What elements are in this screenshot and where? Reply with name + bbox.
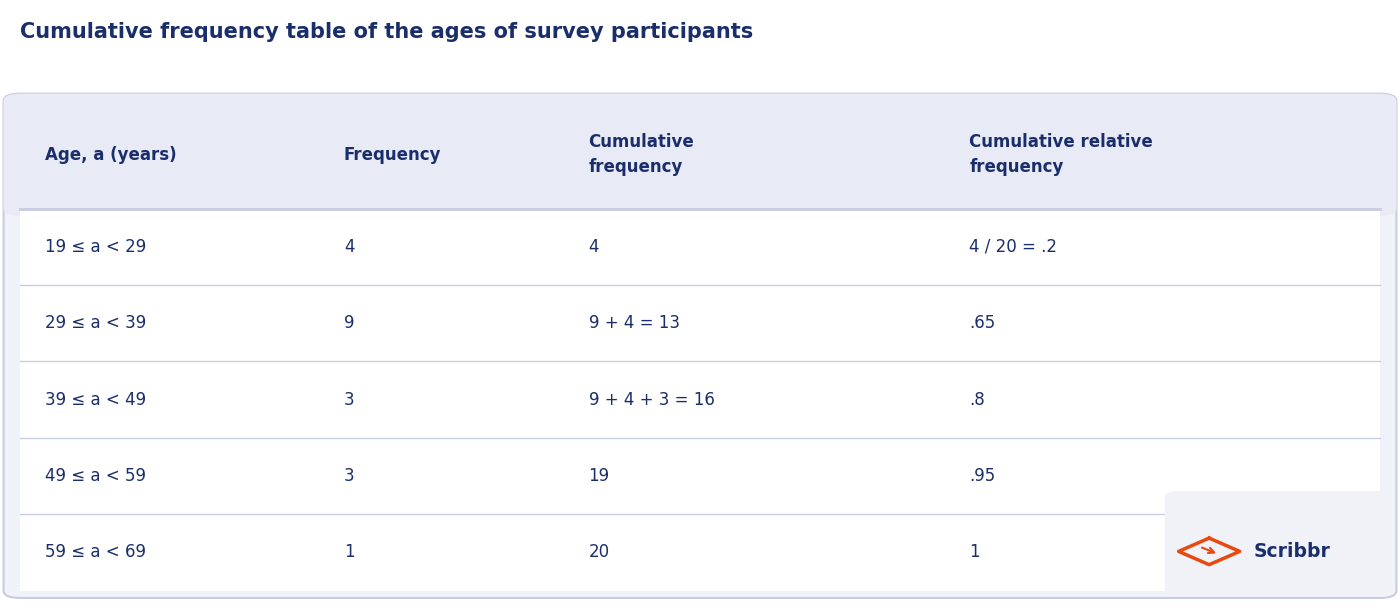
FancyBboxPatch shape bbox=[4, 94, 1396, 598]
Text: Cumulative frequency table of the ages of survey participants: Cumulative frequency table of the ages o… bbox=[20, 22, 753, 42]
Text: 19 ≤ a < 29: 19 ≤ a < 29 bbox=[45, 238, 146, 256]
Text: 3: 3 bbox=[344, 390, 354, 409]
Text: 29 ≤ a < 39: 29 ≤ a < 39 bbox=[45, 314, 146, 332]
Bar bbox=[20, 438, 1380, 514]
Text: 1: 1 bbox=[969, 544, 980, 562]
Bar bbox=[20, 285, 1380, 362]
Text: 9: 9 bbox=[344, 314, 354, 332]
Text: 9 + 4 + 3 = 16: 9 + 4 + 3 = 16 bbox=[588, 390, 714, 409]
Text: Age, a (years): Age, a (years) bbox=[45, 146, 176, 164]
Text: 49 ≤ a < 59: 49 ≤ a < 59 bbox=[45, 467, 146, 485]
Text: 39 ≤ a < 49: 39 ≤ a < 49 bbox=[45, 390, 146, 409]
Text: Frequency: Frequency bbox=[344, 146, 441, 164]
Text: 3: 3 bbox=[344, 467, 354, 485]
Text: 4: 4 bbox=[344, 238, 354, 256]
Text: 4: 4 bbox=[588, 238, 599, 256]
FancyBboxPatch shape bbox=[4, 94, 1396, 216]
Text: .65: .65 bbox=[969, 314, 995, 332]
Bar bbox=[20, 514, 1380, 591]
Text: 4 / 20 = .2: 4 / 20 = .2 bbox=[969, 238, 1057, 256]
Bar bbox=[20, 362, 1380, 438]
Text: 19: 19 bbox=[588, 467, 609, 485]
Text: .95: .95 bbox=[969, 467, 995, 485]
Text: Cumulative relative
frequency: Cumulative relative frequency bbox=[969, 133, 1154, 177]
Text: 9 + 4 = 13: 9 + 4 = 13 bbox=[588, 314, 679, 332]
Text: .8: .8 bbox=[969, 390, 986, 409]
Text: 20: 20 bbox=[588, 544, 609, 562]
Text: 1: 1 bbox=[344, 544, 354, 562]
Text: Scribbr: Scribbr bbox=[1253, 542, 1330, 561]
Text: 59 ≤ a < 69: 59 ≤ a < 69 bbox=[45, 544, 146, 562]
FancyBboxPatch shape bbox=[1165, 491, 1393, 596]
Bar bbox=[20, 208, 1380, 285]
Text: Cumulative
frequency: Cumulative frequency bbox=[588, 133, 694, 177]
